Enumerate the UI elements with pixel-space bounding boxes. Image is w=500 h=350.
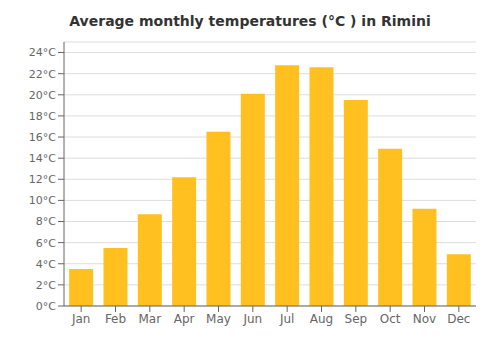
svg-text:20°C: 20°C [29, 89, 56, 102]
svg-text:Aug: Aug [310, 312, 333, 326]
svg-text:16°C: 16°C [29, 131, 56, 144]
svg-text:0°C: 0°C [36, 300, 56, 313]
svg-text:10°C: 10°C [29, 194, 56, 207]
svg-text:Jul: Jul [279, 312, 294, 326]
svg-text:Apr: Apr [174, 312, 195, 326]
svg-text:May: May [206, 312, 231, 326]
svg-text:24°C: 24°C [29, 46, 56, 59]
svg-text:Jan: Jan [71, 312, 91, 326]
svg-text:Sep: Sep [345, 312, 368, 326]
svg-text:Mar: Mar [139, 312, 162, 326]
svg-text:14°C: 14°C [29, 152, 56, 165]
svg-text:22°C: 22°C [29, 68, 56, 81]
svg-text:4°C: 4°C [36, 258, 56, 271]
svg-text:Oct: Oct [380, 312, 401, 326]
svg-text:2°C: 2°C [36, 279, 56, 292]
svg-text:Feb: Feb [105, 312, 126, 326]
svg-text:Dec: Dec [447, 312, 470, 326]
html-text:Average monthly temperatures (: Average monthly temperatures (°C ) in Ri… [69, 13, 431, 29]
svg-text:Nov: Nov [413, 312, 436, 326]
svg-text:6°C: 6°C [36, 237, 56, 250]
svg-text:12°C: 12°C [29, 173, 56, 186]
svg-text:18°C: 18°C [29, 110, 56, 123]
svg-text:Jun: Jun [242, 312, 262, 326]
svg-text:8°C: 8°C [36, 215, 56, 228]
